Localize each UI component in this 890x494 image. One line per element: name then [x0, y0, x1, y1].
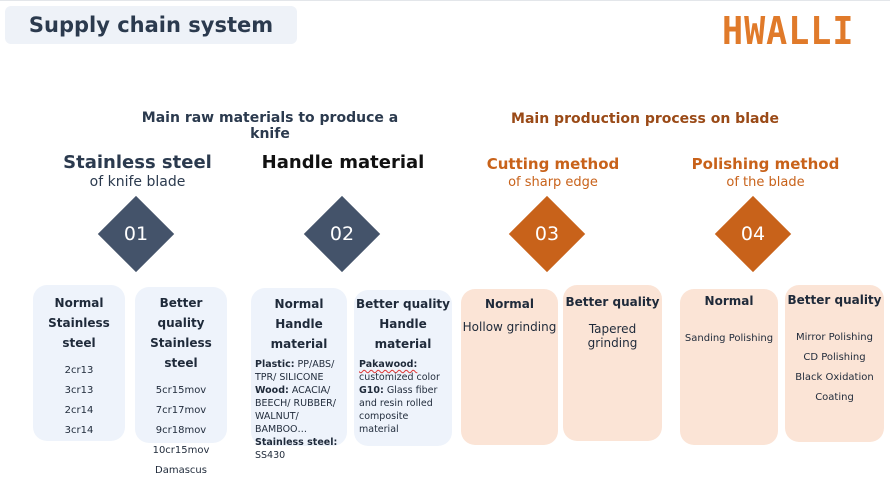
brand-logo: HWALLI — [722, 10, 855, 54]
card-heading: Better quality — [157, 296, 205, 330]
list-item: 10cr15mov — [152, 445, 210, 456]
list-item: CD Polishing — [803, 352, 866, 363]
list-item: 7cr17mov — [155, 405, 207, 416]
production-process-heading: Main production process on blade — [511, 111, 779, 127]
card-heading: Better quality — [787, 293, 882, 307]
card-subheading: Handle material — [374, 317, 432, 351]
pakawood-text: customized color — [359, 372, 440, 383]
list-item: 5cr15mov — [155, 385, 207, 396]
list-item: Black Oxidation — [795, 372, 874, 383]
col1-subtitle: of knife blade — [89, 174, 186, 190]
raw-materials-heading: Main raw materials to produce a knife — [141, 110, 399, 142]
card-cutting-better: Better quality Tapered grinding — [563, 285, 662, 441]
card-heading: Normal — [485, 297, 534, 311]
g10-label: G10: — [359, 385, 384, 396]
col1-title: Stainless steel — [63, 152, 212, 173]
diamond-02-number: 02 — [329, 223, 355, 245]
list-item: 9cr18mov — [155, 425, 207, 436]
wood-text: ACACIA/ BEECH/ RUBBER/ WALNUT/ BAMBOO… — [255, 385, 336, 435]
card-handle-better: Better quality Handle material Pakawood:… — [354, 290, 452, 446]
stainless-label: Stainless steel: — [255, 437, 338, 448]
list-item: Mirror Polishing — [795, 332, 873, 343]
card-subheading: Handle material — [270, 317, 328, 351]
col3-title: Cutting method — [486, 155, 620, 173]
card-heading: Better quality — [565, 295, 660, 309]
g10-text: Glass fiber and resin rolled composite m… — [359, 385, 438, 435]
pakawood-label: Pakawood: — [359, 359, 418, 370]
card-steel-normal: Normal Stainless steel 2cr13 3cr13 2cr14… — [33, 285, 125, 441]
card-subheading: Stainless steel — [48, 316, 110, 350]
plastic-text: PP/ABS/ TPR/ SILICONE — [255, 359, 335, 383]
list-item: Tapered grinding — [587, 322, 638, 350]
list-item: Hollow grinding — [462, 320, 557, 334]
stainless-text: SS430 — [255, 450, 286, 461]
list-item: Sanding Polishing — [684, 333, 774, 344]
col3-subtitle: of sharp edge — [508, 175, 598, 190]
list-item: Damascus — [155, 465, 207, 476]
plastic-label: Plastic: — [255, 359, 295, 370]
list-item: 3cr14 — [64, 425, 94, 436]
col2-title: Handle material — [261, 152, 425, 173]
card-heading: Normal — [54, 296, 104, 310]
col4-subtitle: of the blade — [726, 175, 805, 190]
card-cutting-normal: Normal Hollow grinding — [461, 289, 558, 445]
diamond-03-number: 03 — [534, 223, 560, 245]
card-polish-better: Better quality Mirror Polishing CD Polis… — [785, 285, 884, 442]
list-item: 3cr13 — [64, 385, 94, 396]
col4-title: Polishing method — [691, 155, 840, 173]
card-polish-normal: Normal Sanding Polishing — [680, 289, 778, 445]
list-item: 2cr14 — [64, 405, 94, 416]
diamond-01-number: 01 — [123, 223, 149, 245]
card-heading: Better quality — [355, 297, 450, 311]
page-title: Supply chain system — [5, 6, 297, 44]
wood-label: Wood: — [255, 385, 289, 396]
card-steel-better: Better quality Stainless steel 5cr15mov … — [135, 287, 227, 476]
card-heading: Normal — [704, 294, 754, 308]
card-handle-normal: Normal Handle material Plastic: PP/ABS/ … — [251, 288, 347, 461]
diamond-04-number: 04 — [740, 223, 766, 245]
card-subheading: Stainless steel — [150, 336, 212, 370]
list-item: 2cr13 — [64, 365, 94, 376]
top-divider — [0, 0, 890, 1]
list-item: Coating — [815, 392, 854, 403]
card-heading: Normal — [274, 297, 324, 311]
